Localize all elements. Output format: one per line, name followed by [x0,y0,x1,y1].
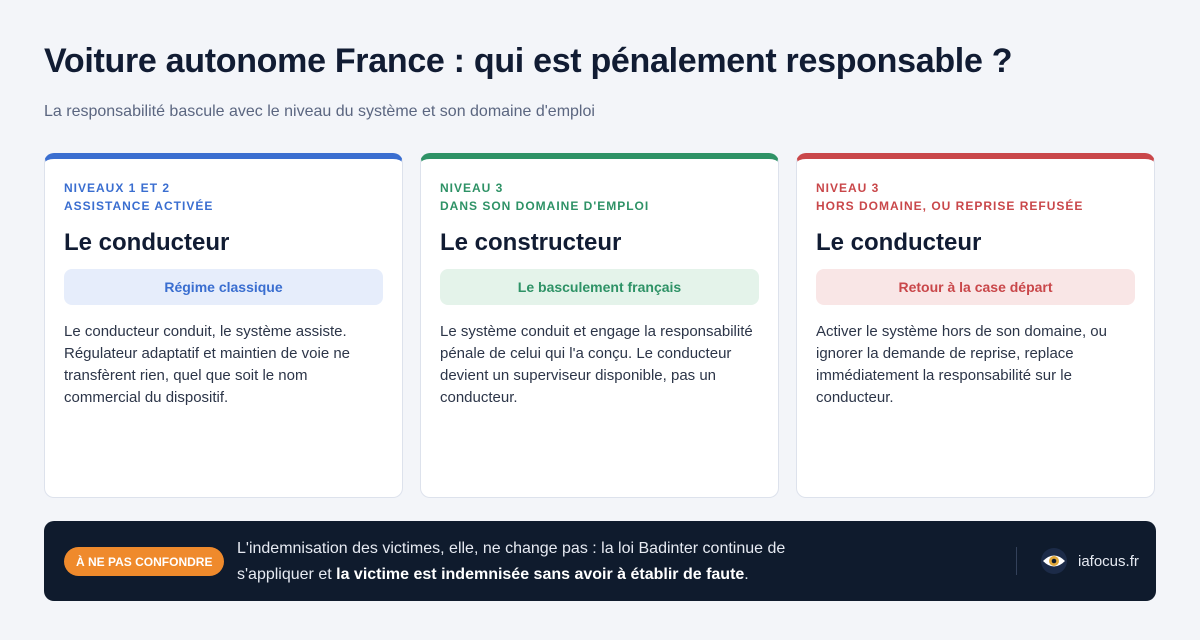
text-bold: la victime est indemnisée sans avoir à é… [336,566,745,583]
card-body: Activer le système hors de son domaine, … [816,323,1107,406]
card: NIVEAU 3 DANS SON DOMAINE D'EMPLOI Le co… [420,153,779,498]
footer: À NE PAS CONFONDRE L'indemnisation des v… [44,521,1156,601]
text: L'indemnisation des victimes, elle, ne c… [237,540,786,583]
condition: HORS DOMAINE, OU REPRISE REFUSÉE [816,199,1084,213]
separator [1016,547,1017,575]
card: NIVEAUX 1 ET 2 ASSISTANCE ACTIVÉE Le con… [44,153,403,498]
card-body: Le conducteur conduit, le système assist… [64,323,351,406]
footer-badge: À NE PAS CONFONDRE [64,547,225,576]
badge: Retour à la case départ [816,269,1135,305]
footer-text: L'indemnisation des victimes, elle, ne c… [237,536,817,588]
title: Voiture autonome France : qui est pénale… [44,42,1013,80]
level: NIVEAUX 1 ET 2 [64,181,171,195]
card-title: Le conducteur [816,229,982,256]
card-body: Le système conduit et engage la responsa… [440,323,753,406]
condition: ASSISTANCE ACTIVÉE [64,199,214,213]
badge: Le basculement français [440,269,759,305]
condition: DANS SON DOMAINE D'EMPLOI [440,199,650,213]
card-title: Le constructeur [440,229,622,256]
brand-name: iafocus.fr [1078,552,1139,570]
subtitle: La responsabilité bascule avec le niveau… [44,103,595,120]
card-title: Le conducteur [64,229,230,256]
brand-logo [1041,548,1067,574]
brand[interactable]: iafocus.fr [1040,547,1139,575]
badge: Régime classique [64,269,383,305]
level: NIVEAU 3 [816,181,880,195]
card: NIVEAU 3 HORS DOMAINE, OU REPRISE REFUSÉ… [796,153,1155,498]
text-end: . [744,566,749,583]
level: NIVEAU 3 [440,181,504,195]
